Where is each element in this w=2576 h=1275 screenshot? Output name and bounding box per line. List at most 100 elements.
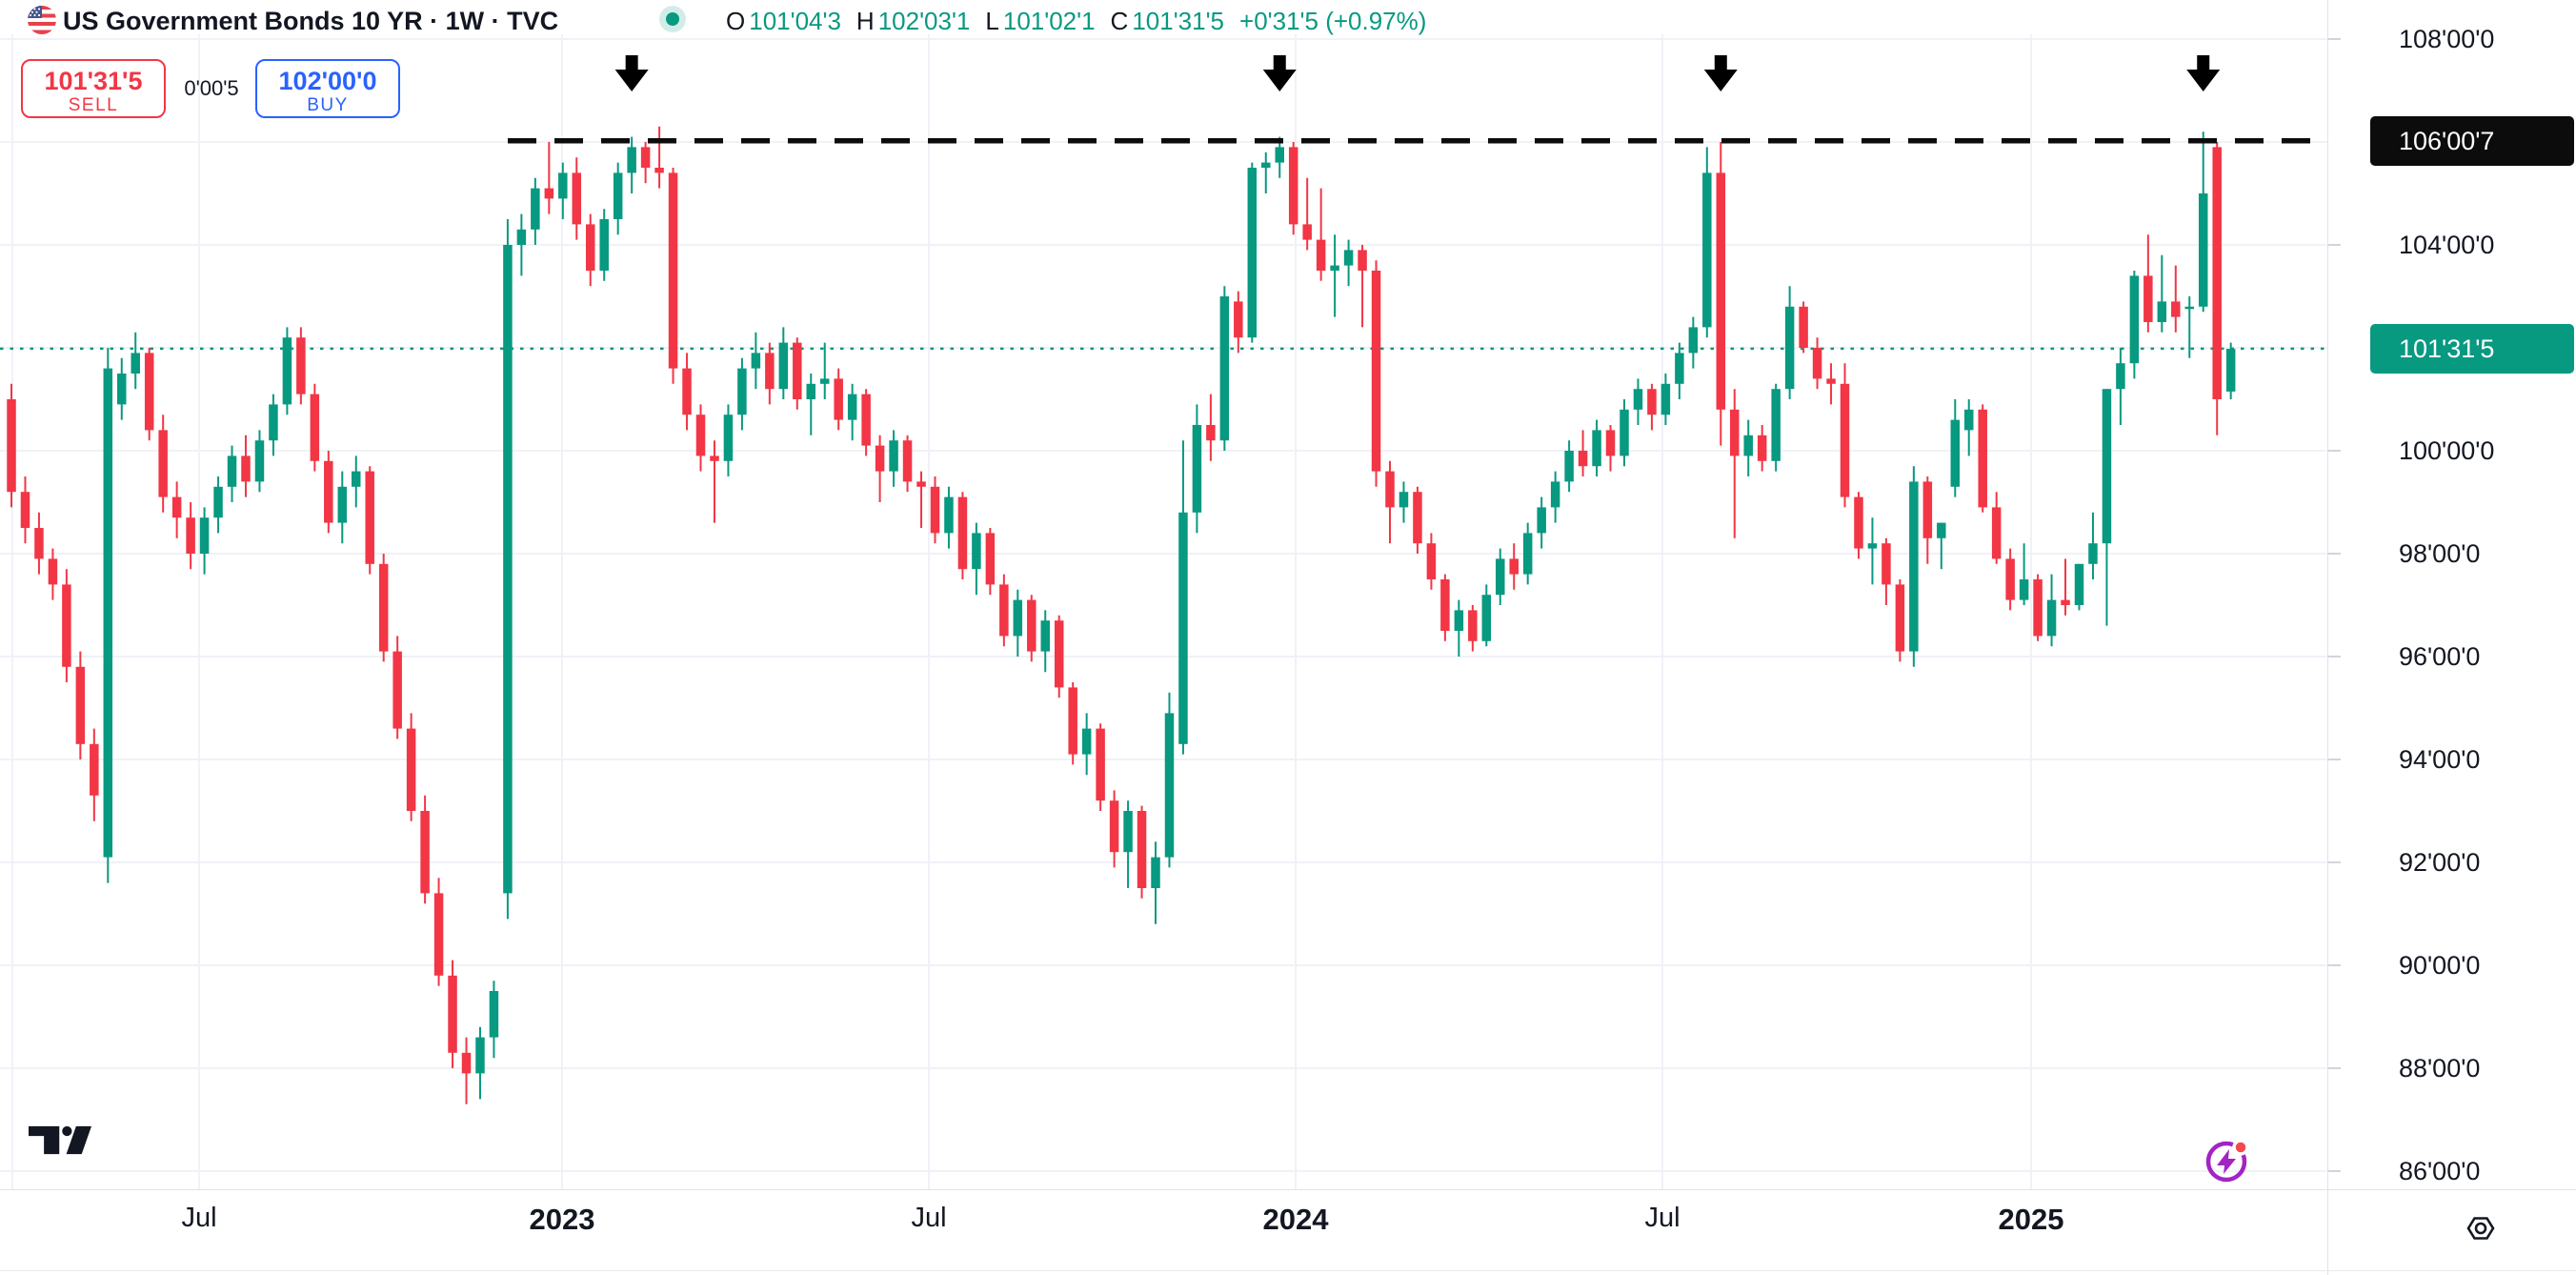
candle <box>1564 440 1574 493</box>
candle <box>2033 574 2043 641</box>
candle <box>1647 383 1657 431</box>
candle <box>1620 399 1629 467</box>
candle <box>2088 512 2098 579</box>
candle <box>103 348 113 883</box>
price-tick-label: 88'00'0 <box>2399 1054 2481 1083</box>
candle <box>737 357 747 431</box>
candle <box>1123 800 1133 888</box>
time-tick-label[interactable]: 2023 <box>529 1203 595 1236</box>
candle <box>1537 496 1546 549</box>
candle <box>1730 389 1740 538</box>
candle <box>861 389 871 456</box>
candle <box>420 795 430 904</box>
time-tick-label[interactable]: Jul <box>181 1203 217 1233</box>
candle <box>2061 558 2070 616</box>
candle <box>1743 419 1753 476</box>
close-value: 101'31'5 <box>1132 6 1225 35</box>
symbol-title[interactable]: US Government Bonds 10 YR · 1W · TVC <box>63 7 559 35</box>
price-tick-label: 90'00'0 <box>2399 951 2481 980</box>
candle <box>1343 239 1354 287</box>
candle <box>1481 584 1492 647</box>
time-axis-separator <box>0 1189 2576 1190</box>
time-tick-label[interactable]: 2025 <box>1998 1203 2064 1236</box>
candle <box>889 430 898 487</box>
candle <box>1040 610 1050 673</box>
candle <box>1096 723 1105 811</box>
candle <box>1605 425 1616 472</box>
candle <box>2157 254 2167 333</box>
candle <box>668 168 678 384</box>
candle <box>310 383 320 472</box>
candle <box>378 554 389 662</box>
candle <box>1068 682 1077 765</box>
buy-price: 102'00'0 <box>278 67 377 95</box>
candle <box>433 878 444 986</box>
candle <box>1757 425 1767 472</box>
us-flag-icon <box>28 6 56 34</box>
candle <box>392 636 402 739</box>
candle <box>1109 790 1119 868</box>
tradingview-logo[interactable] <box>29 1125 91 1155</box>
candle <box>1468 605 1478 652</box>
buy-button[interactable]: 102'00'0 BUY <box>255 59 400 118</box>
candle <box>1164 692 1175 868</box>
candle <box>1950 399 1961 497</box>
candle <box>1592 419 1601 476</box>
candle <box>875 435 885 502</box>
price-tick-label: 104'00'0 <box>2399 231 2495 259</box>
candle <box>1027 595 1036 662</box>
market-status-dot-icon[interactable] <box>666 12 679 26</box>
candle <box>1081 713 1092 776</box>
candle <box>1675 342 1684 399</box>
candle <box>1840 363 1850 508</box>
low-label: L <box>985 6 999 35</box>
candle <box>158 415 168 513</box>
candle <box>1799 301 1808 354</box>
ohlc-row: O 101'04'3 H 102'03'1 L 101'02'1 C 101'31'5 … <box>726 7 1426 35</box>
candle <box>254 430 265 493</box>
candle <box>585 213 595 287</box>
candle <box>1358 245 1367 328</box>
candle <box>1054 615 1064 698</box>
candle <box>944 486 954 549</box>
buy-button-label: BUY <box>307 95 349 115</box>
candle <box>337 471 348 544</box>
time-tick-label[interactable]: Jul <box>911 1203 947 1233</box>
change-value: +0'31'5 (+0.97%) <box>1239 6 1427 35</box>
candle <box>1812 337 1822 390</box>
sell-button[interactable]: 101'31'5 SELL <box>21 59 166 118</box>
candle <box>1867 517 1878 585</box>
candle <box>352 455 361 508</box>
candle <box>1413 486 1422 554</box>
candle <box>778 327 789 399</box>
candle <box>847 383 857 441</box>
candlestick-series <box>7 126 2236 1104</box>
settings-gear-icon[interactable] <box>2466 1214 2495 1243</box>
candle <box>930 476 940 544</box>
price-tick-label: 100'00'0 <box>2399 436 2495 465</box>
candle <box>1922 476 1933 564</box>
candle <box>972 522 981 596</box>
bottom-border <box>0 1270 2576 1271</box>
candle <box>227 445 237 502</box>
candle <box>985 528 996 596</box>
candle <box>131 332 140 390</box>
price-tick-label: 108'00'0 <box>2399 25 2495 53</box>
time-tick-label[interactable]: 2024 <box>1262 1203 1329 1236</box>
candle <box>1826 363 1836 405</box>
candle <box>1454 599 1464 657</box>
candle <box>503 219 513 920</box>
high-label: H <box>855 6 875 35</box>
candle <box>2198 132 2208 313</box>
time-tick-label[interactable]: Jul <box>1644 1203 1680 1233</box>
candle <box>1854 492 1863 559</box>
candle <box>613 162 623 235</box>
candle <box>2116 348 2125 425</box>
candle <box>682 353 692 431</box>
candle <box>2005 548 2015 611</box>
candle <box>2212 142 2222 435</box>
news-lightning-icon[interactable] <box>2204 1137 2251 1184</box>
candle <box>448 960 457 1068</box>
candle <box>2225 342 2236 399</box>
